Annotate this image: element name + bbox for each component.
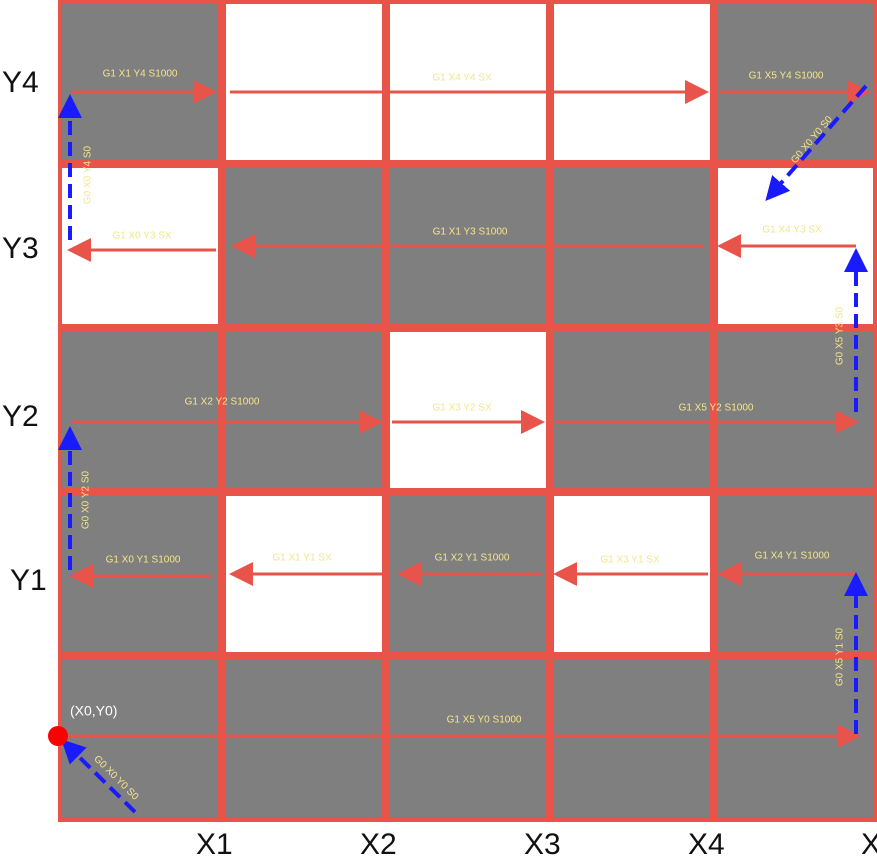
origin-point <box>48 726 68 746</box>
grid-cell <box>554 660 710 818</box>
move-label: G1 X3 Y2 SX <box>432 403 492 414</box>
rapid-move-arrow <box>61 739 137 814</box>
x-axis-label: X2 <box>360 828 397 861</box>
x-axis-label: X4 <box>688 828 725 861</box>
origin-label: (X0,Y0) <box>70 703 117 719</box>
grid-cell <box>226 332 382 488</box>
grid-cell <box>226 660 382 818</box>
move-label: G1 X2 Y2 S1000 <box>185 397 260 408</box>
move-label: G0 X0 Y4 S0 <box>83 145 94 204</box>
y-axis-label: Y3 <box>2 232 39 265</box>
move-label: G1 X5 Y0 S1000 <box>447 715 522 726</box>
move-label: G1 X5 Y2 S1000 <box>679 403 754 414</box>
grid-cell <box>554 4 710 160</box>
grid-cell <box>62 4 218 160</box>
grid-cell <box>390 4 546 160</box>
grid-cell <box>554 332 710 488</box>
move-label: G1 X1 Y3 S1000 <box>433 227 508 238</box>
grid-cell <box>390 332 546 488</box>
move-label: G0 X5 Y1 S0 <box>835 627 846 686</box>
x-axis-label: X1 <box>196 828 233 861</box>
move-label: G1 X1 Y4 S1000 <box>103 69 178 80</box>
move-label: G1 X4 Y3 SX <box>762 225 822 236</box>
move-label: G1 X1 Y1 SX <box>272 553 332 564</box>
y-axis-label: Y2 <box>2 400 39 433</box>
move-label: G1 X2 Y1 S1000 <box>435 553 510 564</box>
move-label: G1 X4 Y1 S1000 <box>755 551 830 562</box>
x-axis-label: X3 <box>524 828 561 861</box>
move-label: G0 X5 Y3 S0 <box>835 306 846 365</box>
grid-cell <box>226 4 382 160</box>
move-label: G1 X4 Y4 SX <box>432 73 492 84</box>
grid-cell <box>62 660 218 818</box>
grid-cell <box>718 660 873 818</box>
grid-cell <box>718 4 873 160</box>
move-label: G1 X3 Y1 SX <box>600 555 660 566</box>
x-axis-label: X5 <box>861 828 877 861</box>
y-axis-label: Y4 <box>2 66 39 99</box>
y-axis-label: Y1 <box>10 564 47 597</box>
move-label: G0 X0 Y2 S0 <box>81 470 92 529</box>
rapid-move-arrow <box>765 84 868 202</box>
grid-cell <box>62 332 218 488</box>
move-label: G1 X5 Y4 S1000 <box>749 71 824 82</box>
move-label: G1 X0 Y3 SX <box>112 231 172 242</box>
grid-cell <box>390 660 546 818</box>
move-label: G1 X0 Y1 S1000 <box>106 555 181 566</box>
